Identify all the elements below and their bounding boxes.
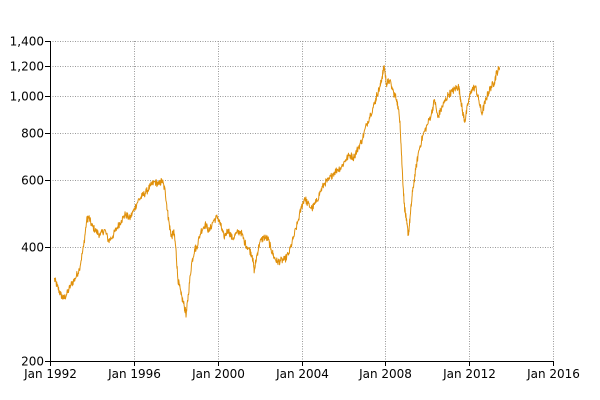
y-tick-labels: 200 400 600 800 1,000 1,200 1,400 [10, 35, 44, 369]
x-tick-label-4: Jan 2008 [358, 367, 412, 381]
y-tick-label-0: 200 [21, 355, 44, 369]
y-tick-label-1: 400 [21, 241, 44, 255]
series-lines [53, 65, 501, 318]
x-tick-label-6: Jan 2016 [526, 367, 580, 381]
x-tick-label-5: Jan 2012 [442, 367, 496, 381]
series-line-0 [53, 65, 501, 318]
axes [45, 41, 554, 366]
x-tick-label-1: Jan 1996 [107, 367, 161, 381]
y-tick-label-6: 1,400 [10, 35, 44, 49]
x-tick-labels: Jan 1992 Jan 1996 Jan 2000 Jan 2004 Jan 2008… [23, 367, 580, 381]
x-tick-label-2: Jan 2000 [191, 367, 245, 381]
grid-lines [50, 41, 554, 362]
y-tick-label-4: 1,000 [10, 90, 44, 104]
x-tick-label-3: Jan 2004 [275, 367, 329, 381]
y-tick-label-5: 1,200 [10, 60, 44, 74]
y-tick-label-3: 800 [21, 127, 44, 141]
x-tick-label-0: Jan 1992 [23, 367, 77, 381]
y-tick-label-2: 600 [21, 174, 44, 188]
